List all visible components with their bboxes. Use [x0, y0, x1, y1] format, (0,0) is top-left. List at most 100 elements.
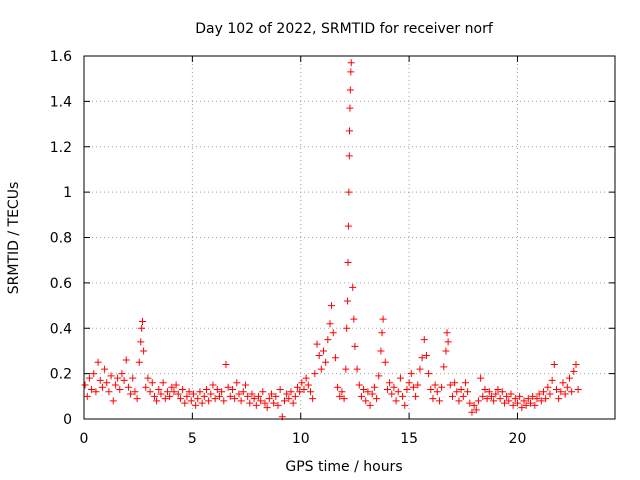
data-point — [153, 397, 161, 405]
data-point — [394, 388, 402, 396]
data-point — [425, 370, 433, 378]
data-point — [131, 388, 139, 396]
data-point — [343, 324, 351, 332]
data-point — [185, 388, 193, 396]
data-point — [148, 379, 156, 387]
data-point — [440, 363, 448, 371]
data-point — [222, 361, 230, 369]
data-point — [457, 386, 465, 394]
data-point — [570, 367, 578, 375]
data-point — [226, 392, 234, 400]
data-point — [353, 365, 361, 373]
data-point — [368, 390, 376, 398]
data-point — [349, 283, 357, 291]
data-point — [224, 383, 232, 391]
data-point — [298, 379, 306, 387]
data-point — [322, 358, 330, 366]
data-point — [511, 395, 519, 403]
data-point — [139, 317, 147, 325]
data-point — [503, 392, 511, 400]
data-point — [267, 390, 275, 398]
data-point — [215, 392, 223, 400]
data-point — [107, 372, 115, 380]
data-point — [405, 379, 413, 387]
y-tick-label: 0.8 — [50, 231, 72, 247]
data-point — [194, 395, 202, 403]
data-point — [364, 388, 372, 396]
data-point — [205, 397, 213, 405]
data-point — [181, 399, 189, 407]
data-point — [526, 399, 534, 407]
data-point — [494, 386, 502, 394]
data-point — [98, 383, 106, 391]
data-point — [524, 395, 532, 403]
data-point — [466, 399, 474, 407]
data-point — [347, 68, 355, 76]
data-point — [315, 351, 323, 359]
data-point — [192, 401, 200, 409]
data-point — [289, 399, 297, 407]
data-point — [127, 390, 135, 398]
data-point — [377, 347, 385, 355]
data-point — [559, 379, 567, 387]
data-point — [172, 381, 180, 389]
data-point — [280, 397, 288, 405]
data-point — [346, 104, 354, 112]
data-point — [137, 338, 145, 346]
data-point — [101, 365, 109, 373]
data-point — [455, 397, 463, 405]
data-point — [379, 315, 387, 323]
ticks: 0 0.2 0.4 0.6 0.8 1 1.2 1.4 1.6 0 5 10 15 20 — [50, 49, 615, 447]
data-point — [122, 356, 130, 364]
data-point — [265, 395, 273, 403]
data-point — [388, 390, 396, 398]
data-point — [520, 397, 528, 405]
data-point — [448, 392, 456, 400]
data-point — [250, 395, 258, 403]
y-tick-label: 1.6 — [50, 49, 72, 65]
data-point — [146, 388, 154, 396]
data-point — [259, 388, 267, 396]
data-point — [483, 395, 491, 403]
data-point — [142, 383, 150, 391]
data-point — [138, 324, 146, 332]
data-point — [360, 386, 368, 394]
data-point — [498, 388, 506, 396]
data-point — [429, 395, 437, 403]
data-point — [366, 401, 374, 409]
data-point — [422, 351, 430, 359]
data-point — [375, 372, 383, 380]
data-point — [399, 392, 407, 400]
data-point — [409, 383, 417, 391]
data-point — [83, 392, 91, 400]
data-point — [309, 395, 317, 403]
data-point — [507, 390, 515, 398]
data-point — [274, 401, 282, 409]
data-point — [198, 399, 206, 407]
data-points — [81, 59, 582, 421]
data-point — [302, 374, 310, 382]
data-point — [105, 388, 113, 396]
data-point — [529, 392, 537, 400]
data-point — [485, 388, 493, 396]
x-tick-label: 10 — [292, 431, 310, 447]
data-point — [459, 392, 467, 400]
data-point — [124, 383, 132, 391]
data-point — [270, 399, 278, 407]
y-tick-label: 0.6 — [50, 276, 72, 292]
data-point — [246, 399, 254, 407]
data-point — [237, 397, 245, 405]
data-point — [207, 390, 215, 398]
data-point — [85, 374, 93, 382]
data-point — [313, 340, 321, 348]
data-point — [129, 374, 137, 382]
data-point — [344, 222, 352, 230]
data-point — [345, 188, 353, 196]
data-point — [155, 386, 163, 394]
data-point — [263, 404, 271, 412]
data-point — [574, 386, 582, 394]
data-point — [176, 395, 184, 403]
data-point — [344, 297, 352, 305]
data-point — [563, 383, 571, 391]
